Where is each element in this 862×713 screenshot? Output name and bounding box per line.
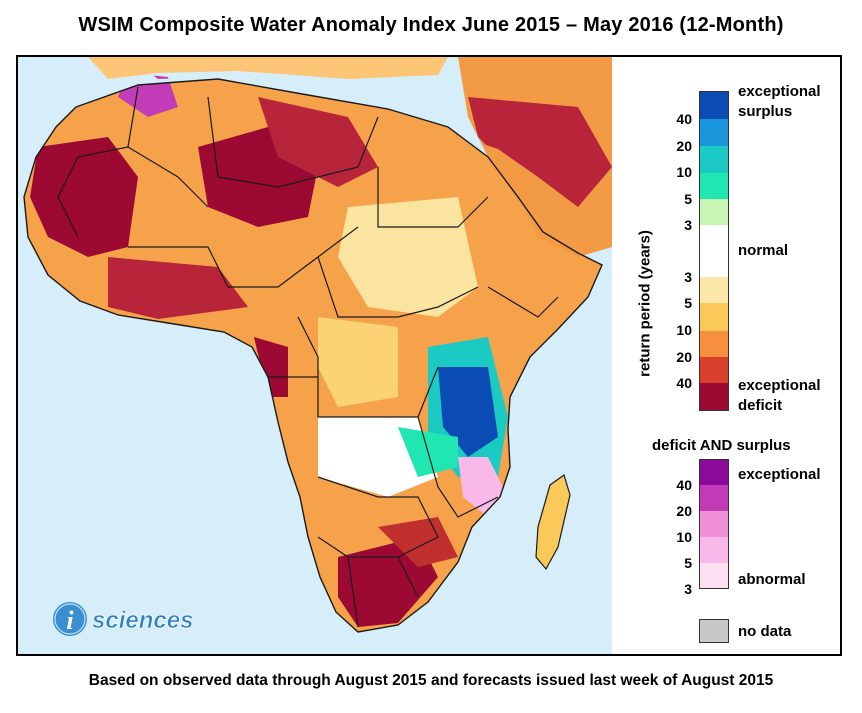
swatch-surplus-10 — [699, 173, 729, 199]
tick-deficit-20: 20 — [676, 349, 692, 365]
label-exceptional-deficit-1: exceptional — [738, 377, 821, 394]
tick-surplus-5: 5 — [684, 191, 692, 207]
swatch-deficit-5 — [699, 303, 729, 331]
tick-combined-40: 40 — [676, 477, 692, 493]
legend-axis-label: return period (years) — [636, 230, 654, 377]
europe-land — [88, 57, 448, 79]
africa-map: i sciences — [18, 57, 612, 654]
country-borders — [57, 86, 559, 628]
map-title: WSIM Composite Water Anomaly Index June … — [78, 14, 784, 36]
tick-combined-10: 10 — [676, 529, 692, 545]
swatch-surplus-exceptional — [699, 91, 729, 119]
tick-surplus-10: 10 — [676, 164, 692, 180]
figure-frame: i sciences return period (years) 40 20 1… — [16, 55, 842, 656]
label-combined-exceptional: exceptional — [738, 466, 821, 483]
combined-heading: deficit AND surplus — [652, 437, 791, 454]
logo-text: sciences — [92, 607, 193, 634]
swatch-surplus-5 — [699, 199, 729, 225]
tick-combined-5: 5 — [684, 555, 692, 571]
tick-deficit-5: 5 — [684, 295, 692, 311]
swatch-combined-exceptional — [699, 459, 729, 485]
legend-panel: return period (years) 40 20 10 5 3 3 5 1… — [612, 57, 840, 654]
coastline — [23, 78, 603, 633]
tick-combined-20: 20 — [676, 503, 692, 519]
label-combined-abnormal: abnormal — [738, 571, 806, 588]
swatch-combined-10 — [699, 537, 729, 563]
label-exceptional-surplus-1: exceptional — [738, 83, 821, 100]
tick-surplus-20: 20 — [676, 138, 692, 154]
label-exceptional-deficit-2: deficit — [738, 397, 783, 414]
map-graphic — [23, 57, 612, 633]
tick-combined-3: 3 — [684, 581, 692, 597]
tick-surplus-40: 40 — [676, 111, 692, 127]
madagascar — [536, 475, 570, 569]
swatch-no-data — [699, 619, 729, 643]
swatch-deficit-3 — [699, 277, 729, 303]
swatch-normal — [699, 225, 729, 277]
tick-deficit-40: 40 — [676, 375, 692, 391]
swatch-surplus-40 — [699, 119, 729, 146]
label-exceptional-surplus-2: surplus — [738, 103, 793, 120]
logo-letter: i — [66, 606, 74, 635]
swatch-deficit-exceptional — [699, 383, 729, 411]
swatch-combined-40 — [699, 485, 729, 511]
swatch-deficit-10 — [699, 331, 729, 357]
label-no-data: no data — [738, 623, 792, 640]
swatch-combined-20 — [699, 511, 729, 537]
tick-deficit-3: 3 — [684, 269, 692, 285]
label-normal: normal — [738, 242, 789, 259]
swatch-deficit-20 — [699, 357, 729, 383]
swatch-combined-5 — [699, 563, 729, 589]
isciences-logo: i sciences — [50, 597, 220, 648]
madagascar-outline — [535, 474, 571, 571]
tick-deficit-10: 10 — [676, 322, 692, 338]
tick-surplus-3: 3 — [684, 217, 692, 233]
swatch-surplus-20 — [699, 146, 729, 173]
anomaly-regions — [30, 73, 612, 627]
footnote: Based on observed data through August 20… — [88, 672, 774, 689]
